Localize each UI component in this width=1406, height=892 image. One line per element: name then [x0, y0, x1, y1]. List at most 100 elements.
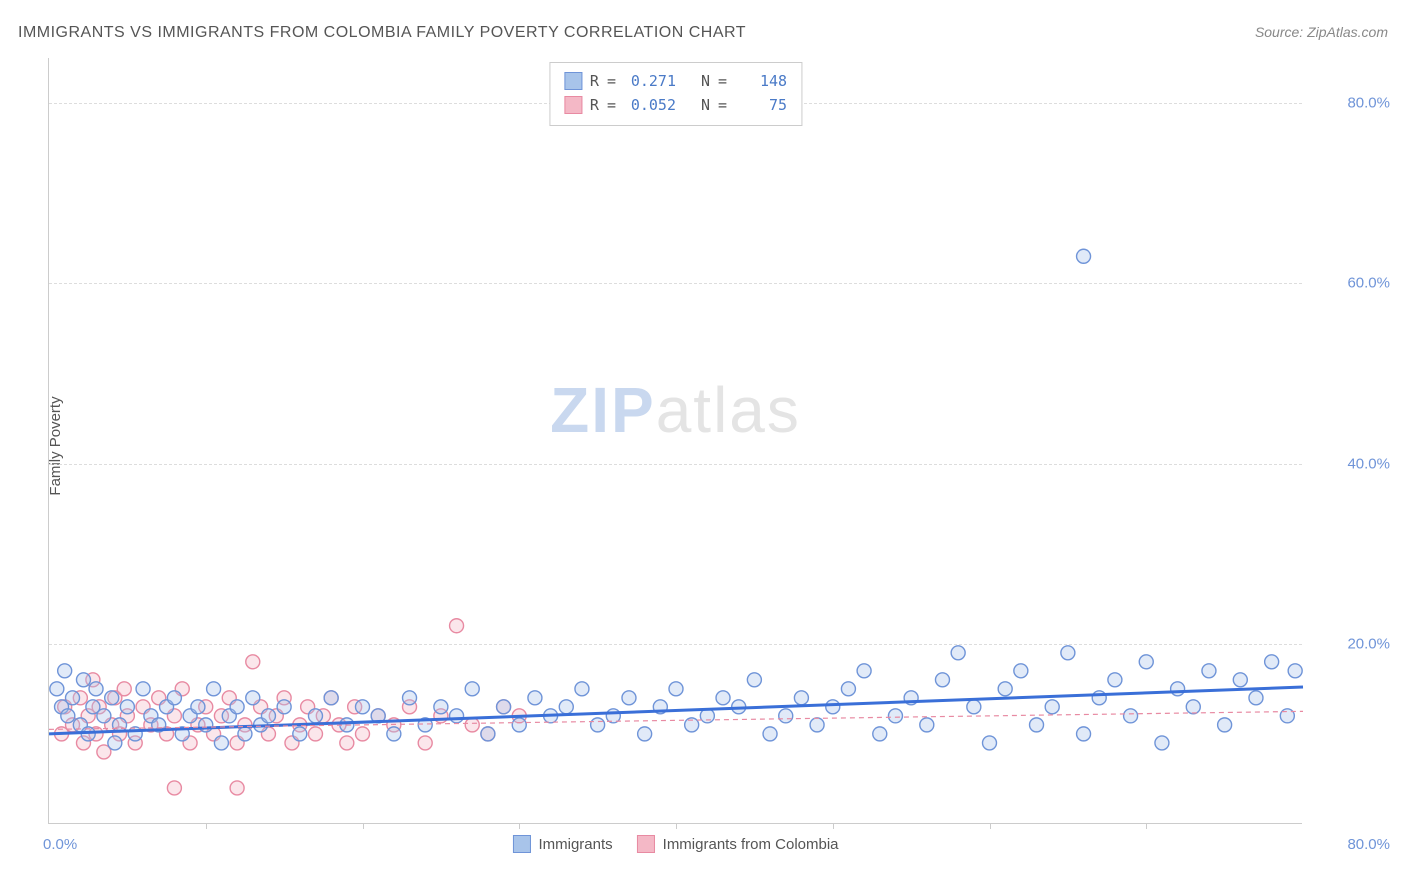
scatter-point [418, 736, 432, 750]
y-axis-tick-label: 40.0% [1347, 455, 1390, 472]
scatter-point [1202, 664, 1216, 678]
legend-item-0: Immigrants [512, 835, 612, 853]
scatter-point [1108, 673, 1122, 687]
scatter-point [1045, 700, 1059, 714]
scatter-point [340, 736, 354, 750]
scatter-point [105, 691, 119, 705]
scatter-point [136, 682, 150, 696]
scatter-point [1014, 664, 1028, 678]
scatter-point [857, 664, 871, 678]
scatter-point [120, 700, 134, 714]
scatter-point [277, 700, 291, 714]
scatter-point [387, 727, 401, 741]
scatter-point [246, 691, 260, 705]
scatter-point [1233, 673, 1247, 687]
scatter-point [1155, 736, 1169, 750]
scatter-point [214, 736, 228, 750]
scatter-point [465, 718, 479, 732]
scatter-point [324, 691, 338, 705]
scatter-point [61, 709, 75, 723]
scatter-point [497, 700, 511, 714]
scatter-point [1218, 718, 1232, 732]
bottom-legend: Immigrants Immigrants from Colombia [512, 835, 838, 853]
scatter-point [465, 682, 479, 696]
scatter-point [167, 691, 181, 705]
scatter-point [935, 673, 949, 687]
scatter-point [207, 682, 221, 696]
scatter-point [983, 736, 997, 750]
scatter-point [1249, 691, 1263, 705]
scatter-point [873, 727, 887, 741]
scatter-point [1124, 709, 1138, 723]
scatter-point [117, 682, 131, 696]
x-axis-tick-last: 80.0% [1347, 836, 1390, 853]
scatter-point [356, 700, 370, 714]
scatter-point [308, 727, 322, 741]
scatter-point [841, 682, 855, 696]
scatter-point [230, 781, 244, 795]
plot-area: ZIPatlas 20.0%40.0%60.0%80.0% 0.0% 80.0%… [48, 58, 1302, 824]
scatter-point [58, 664, 72, 678]
scatter-point [810, 718, 824, 732]
scatter-point [559, 700, 573, 714]
scatter-point [716, 691, 730, 705]
x-axis-tick-first: 0.0% [43, 836, 77, 853]
scatter-point [356, 727, 370, 741]
scatter-point [1061, 646, 1075, 660]
scatter-point [1186, 700, 1200, 714]
source-attribution: Source: ZipAtlas.com [1255, 24, 1388, 40]
scatter-point [434, 700, 448, 714]
scatter-point [826, 700, 840, 714]
x-axis-tick [363, 823, 364, 829]
legend-label: Immigrants from Colombia [663, 836, 839, 853]
scatter-point [1030, 718, 1044, 732]
x-axis-tick [990, 823, 991, 829]
x-axis-tick [206, 823, 207, 829]
scatter-point [763, 727, 777, 741]
scatter-point [50, 682, 64, 696]
scatter-point [888, 709, 902, 723]
x-axis-tick [833, 823, 834, 829]
x-axis-tick [519, 823, 520, 829]
scatter-point [1077, 249, 1091, 263]
scatter-point [167, 781, 181, 795]
scatter-point [293, 727, 307, 741]
scatter-point [1171, 682, 1185, 696]
scatter-point [246, 655, 260, 669]
scatter-point [450, 619, 464, 633]
scatter-point [1139, 655, 1153, 669]
scatter-point [481, 727, 495, 741]
scatter-point [97, 709, 111, 723]
swatch-icon [512, 835, 530, 853]
scatter-point [967, 700, 981, 714]
x-axis-tick [1146, 823, 1147, 829]
scatter-point [108, 736, 122, 750]
legend-item-1: Immigrants from Colombia [637, 835, 839, 853]
x-axis-tick [676, 823, 677, 829]
scatter-point [1092, 691, 1106, 705]
scatter-point [591, 718, 605, 732]
scatter-point [512, 718, 526, 732]
scatter-point [794, 691, 808, 705]
scatter-point [1265, 655, 1279, 669]
scatter-point [261, 709, 275, 723]
scatter-point [230, 700, 244, 714]
legend-label: Immigrants [538, 836, 612, 853]
scatter-point [779, 709, 793, 723]
scatter-point [1077, 727, 1091, 741]
y-axis-tick-label: 80.0% [1347, 95, 1390, 112]
scatter-point [951, 646, 965, 660]
scatter-point [1288, 664, 1302, 678]
y-axis-tick-label: 60.0% [1347, 275, 1390, 292]
chart-title: IMMIGRANTS VS IMMIGRANTS FROM COLOMBIA F… [18, 24, 746, 42]
scatter-point [669, 682, 683, 696]
scatter-point [575, 682, 589, 696]
scatter-point [89, 682, 103, 696]
scatter-plot-svg [49, 58, 1302, 823]
swatch-icon [637, 835, 655, 853]
scatter-point [920, 718, 934, 732]
scatter-point [238, 727, 252, 741]
scatter-point [76, 673, 90, 687]
scatter-point [638, 727, 652, 741]
scatter-point [308, 709, 322, 723]
